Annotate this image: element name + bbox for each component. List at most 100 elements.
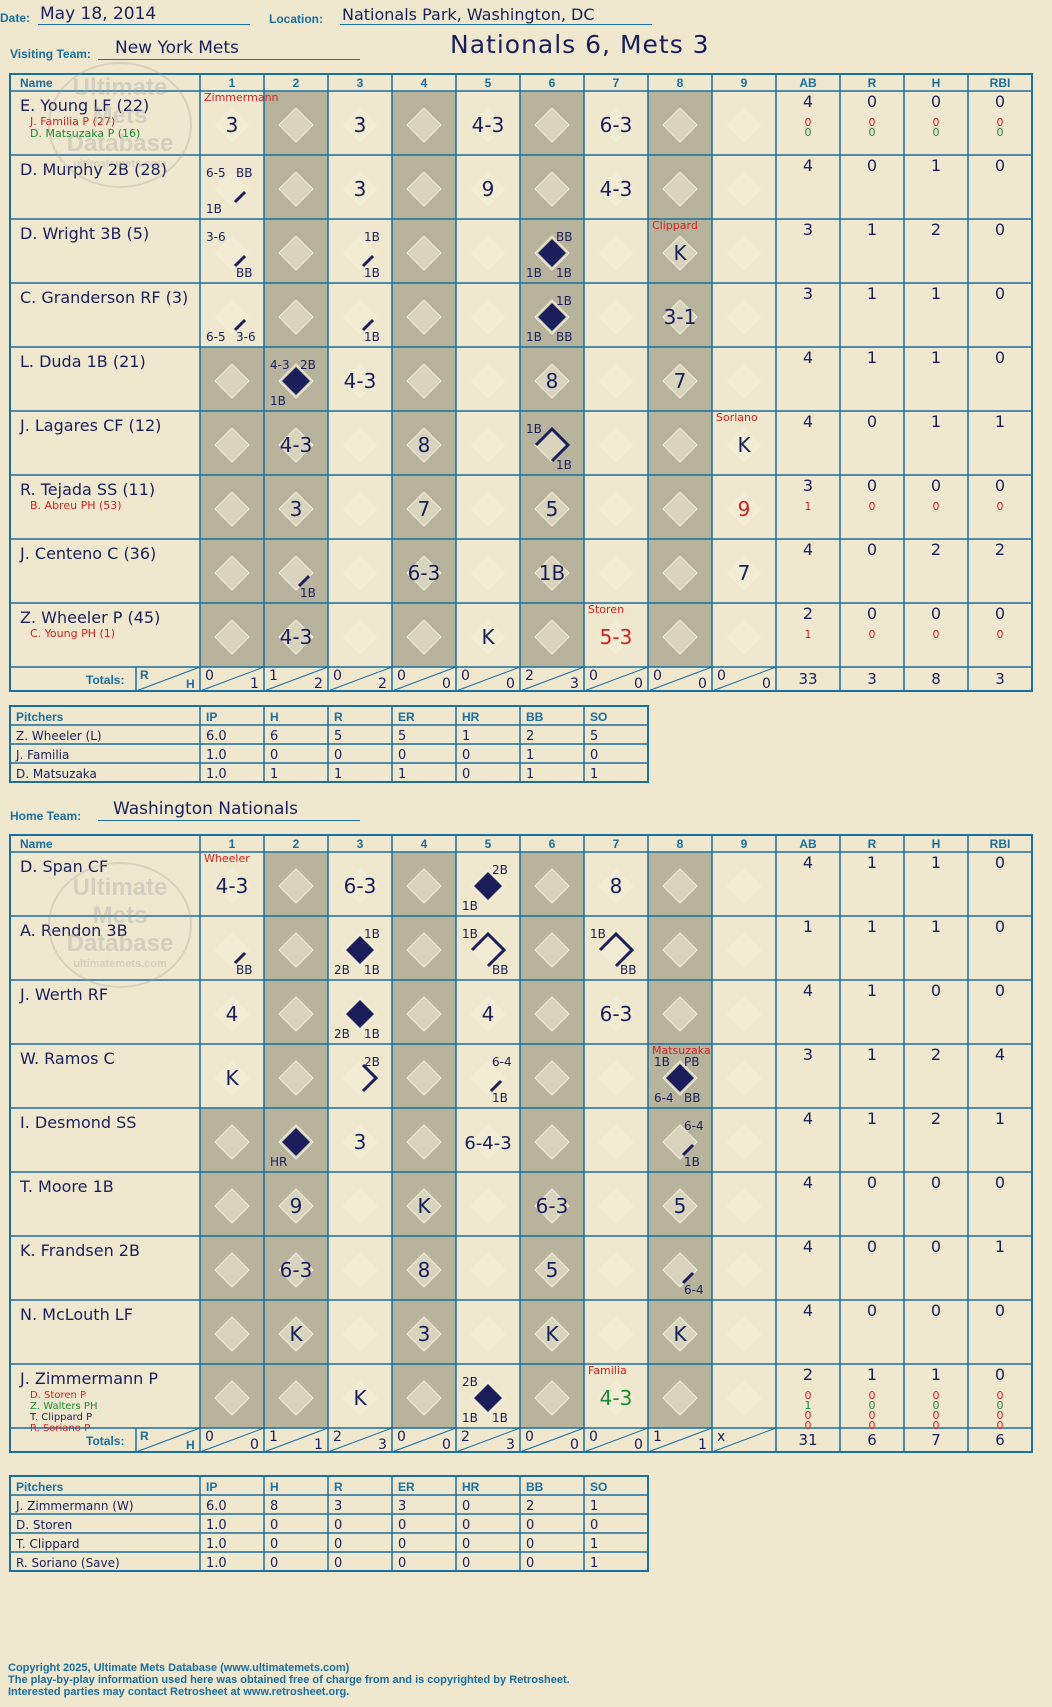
pitcher-stat: 2 [526, 1499, 534, 1514]
basepath-line [233, 190, 247, 204]
play-note: BB [620, 963, 636, 977]
play-note: 3-6 [206, 230, 226, 244]
substitute-name: R. Soriano P [30, 1423, 90, 1434]
pitch-header: BB [526, 710, 544, 724]
stat-value: 2 [931, 1045, 941, 1064]
base-diamond [278, 868, 314, 904]
pitcher-name: J. Familia [15, 748, 69, 762]
play-note: 1B [684, 1155, 700, 1169]
play-note: 1B [364, 266, 380, 280]
column-header-inning: 3 [357, 76, 364, 90]
stat-value: 0 [805, 116, 812, 129]
play-note: 1B [654, 1055, 670, 1069]
base-diamond [726, 107, 762, 143]
inning-total-slash [199, 666, 265, 692]
stat-value: 3 [803, 476, 813, 495]
home-team-label: Home Team: [10, 809, 82, 823]
play-note: 1B [526, 266, 542, 280]
totals-r-label: R [140, 668, 149, 682]
base-diamond [342, 363, 378, 399]
play-note: 6-5 [206, 330, 226, 344]
stat-value: 1 [995, 1237, 1005, 1256]
inning-hits: 0 [634, 676, 643, 692]
pitcher-stat: 1.0 [206, 767, 227, 782]
base-diamond [598, 235, 634, 271]
visiting-underline [98, 59, 360, 60]
base-diamond [662, 491, 698, 527]
pitcher-change-note: Soriano [716, 411, 758, 424]
run-scored-diamond [346, 1000, 374, 1028]
base-diamond [598, 555, 634, 591]
stat-value: 4 [803, 1109, 813, 1128]
stat-value: 0 [869, 1409, 876, 1422]
pitcher-stat: 6.0 [206, 1499, 227, 1514]
home-underline [98, 820, 360, 821]
stat-value: 1 [995, 1109, 1005, 1128]
play-result: 9 [738, 497, 751, 521]
stat-value: 0 [867, 1237, 877, 1256]
play-result: 3 [354, 113, 367, 137]
base-diamond [598, 619, 634, 655]
play-result: 4-3 [216, 874, 249, 898]
substitute-name: C. Young PH (1) [30, 627, 115, 640]
base-diamond [278, 1252, 314, 1288]
stat-value: 0 [867, 156, 877, 175]
inning-hits: 0 [442, 676, 451, 692]
base-diamond [598, 171, 634, 207]
play-note: 1B [364, 1027, 380, 1041]
stat-value: 1 [805, 1399, 812, 1412]
stat-value: 1 [995, 412, 1005, 431]
base-diamond [278, 1188, 314, 1224]
play-result: 8 [418, 433, 431, 457]
base-diamond [406, 1316, 442, 1352]
pitcher-stat: 1.0 [206, 1518, 227, 1533]
stat-value: 1 [805, 628, 812, 641]
base-diamond [534, 996, 570, 1032]
play-note: 2B [462, 1375, 478, 1389]
game-location: Nationals Park, Washington, DC [342, 5, 595, 24]
play-note: 1B [526, 330, 542, 344]
base-diamond [278, 619, 314, 655]
base-diamond [598, 1380, 634, 1416]
base-diamond [534, 1380, 570, 1416]
column-header-inning: 2 [293, 76, 300, 90]
base-diamond [406, 932, 442, 968]
pitcher-change-note: Wheeler [204, 852, 250, 865]
pitcher-stat: 1 [590, 767, 598, 782]
stat-value: 0 [995, 348, 1005, 367]
play-result: K [225, 1066, 239, 1090]
footer: Copyright 2025, Ultimate Mets Database (… [8, 1662, 570, 1698]
play-note: 1B [590, 927, 606, 941]
base-diamond [470, 107, 506, 143]
total-stat: 7 [931, 1431, 941, 1449]
column-header-inning: 6 [549, 837, 556, 851]
base-diamond [598, 363, 634, 399]
visitors-pitching-table: Pitchers IP H R ER HR BB SOZ. Wheeler (L) 6.0 6 5 5… [9, 705, 649, 783]
pitch-frame [9, 1475, 649, 1572]
base-diamond [278, 171, 314, 207]
base-diamond [534, 1060, 570, 1096]
base-diamond [662, 619, 698, 655]
pitch-header: Pitchers [16, 1480, 64, 1494]
inning-total-slash [647, 666, 713, 692]
stat-value: 0 [869, 628, 876, 641]
stat-value: 4 [803, 348, 813, 367]
stat-value: 3 [803, 1045, 813, 1064]
pitcher-name: R. Soriano (Save) [16, 1556, 120, 1570]
base-diamond [214, 363, 250, 399]
stat-value: 0 [995, 156, 1005, 175]
base-diamond [406, 299, 442, 335]
play-result: 1B [539, 561, 565, 585]
basepath-line [681, 1271, 695, 1285]
base-diamond [470, 1188, 506, 1224]
play-note: 2B [364, 1055, 380, 1069]
totals-slash [135, 666, 201, 692]
stat-value: 1 [931, 917, 941, 936]
base-diamond [534, 1124, 570, 1160]
stat-value: 0 [995, 604, 1005, 623]
base-diamond [214, 1252, 250, 1288]
stat-value: 1 [867, 220, 877, 239]
base-diamond [406, 107, 442, 143]
pitcher-change-note: Zimmermann [204, 91, 279, 104]
player-name: J. Zimmermann P [19, 1369, 158, 1388]
